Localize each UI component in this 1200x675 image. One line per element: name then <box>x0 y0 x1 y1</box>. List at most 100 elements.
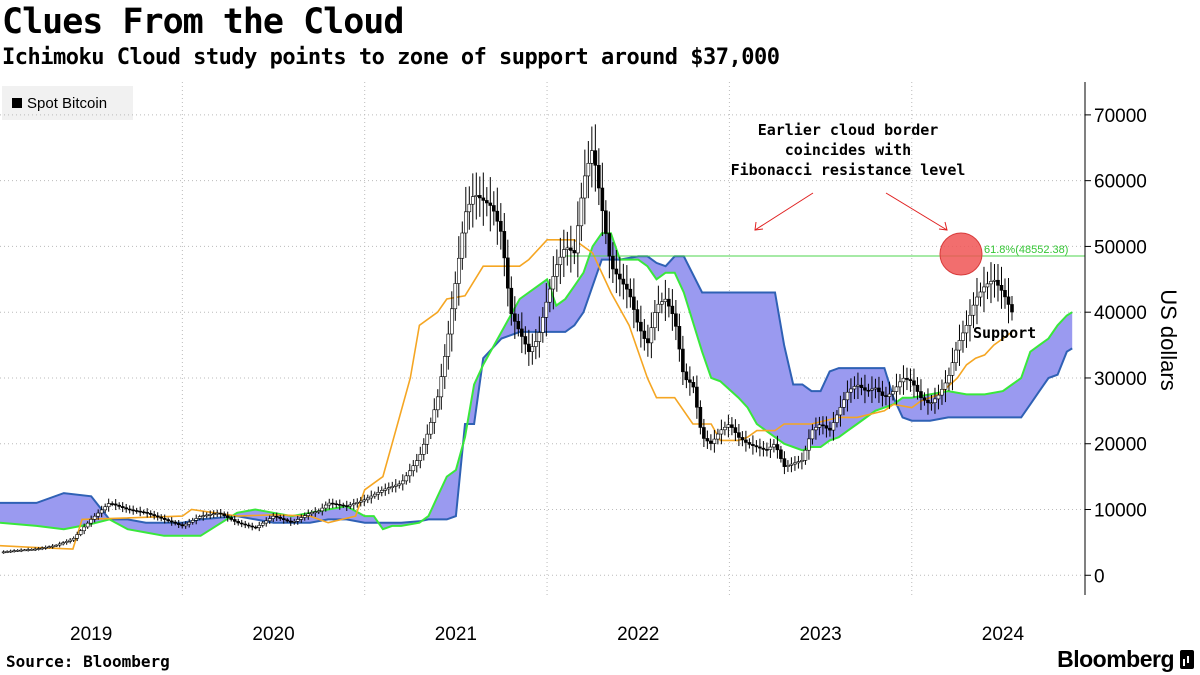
annotation-arrowhead-left <box>754 221 764 231</box>
candle-body <box>337 504 342 506</box>
candle-body <box>404 475 409 482</box>
candle-body <box>709 440 713 444</box>
candle-body <box>460 232 465 259</box>
candle-body <box>29 549 34 551</box>
candle-body <box>887 393 892 397</box>
candle-body <box>379 490 384 493</box>
candle-body <box>744 439 748 443</box>
candle-body <box>884 395 888 397</box>
candle-body <box>355 502 360 504</box>
candle-body <box>765 449 769 451</box>
candle-body <box>169 520 174 523</box>
annotation-arrow-right <box>885 192 948 231</box>
candle-body <box>838 407 843 416</box>
candle-body <box>915 384 920 392</box>
candle-body <box>127 508 132 511</box>
candle-body <box>439 376 444 398</box>
x-tick-label: 2022 <box>617 624 659 645</box>
note-line-3: Fibonacci resistance level <box>731 161 966 179</box>
annotation-arrow-left <box>754 192 814 231</box>
candle-body <box>285 519 290 522</box>
candle-body <box>541 317 545 333</box>
candle-body <box>600 187 605 212</box>
candle-body <box>145 512 149 514</box>
candle-body <box>1010 304 1014 313</box>
candle-body <box>670 305 675 315</box>
candle-body <box>148 512 153 515</box>
y-tick-label: 10000 <box>1094 501 1147 522</box>
candle-body <box>859 384 864 388</box>
legend: Spot Bitcoin <box>2 86 133 120</box>
candle-body <box>414 460 419 467</box>
candle-body <box>579 197 584 227</box>
candle-body <box>421 443 426 455</box>
candle-body <box>449 308 454 335</box>
candle-body <box>723 426 727 431</box>
candle-body <box>880 391 885 396</box>
candle-body <box>236 521 241 524</box>
candle-body <box>989 281 993 285</box>
candle-body <box>814 427 818 431</box>
orange-indicator-line <box>0 239 1013 550</box>
candle-body <box>632 296 636 310</box>
candle-body <box>642 330 647 339</box>
candle-body <box>400 480 405 485</box>
candle-body <box>635 309 640 323</box>
candle-body <box>453 283 458 310</box>
candle-body <box>456 257 461 284</box>
candle-body <box>625 283 629 290</box>
candle-body <box>656 303 661 313</box>
candle-body <box>253 526 258 529</box>
candle-body <box>383 488 388 491</box>
candle-body <box>968 314 972 326</box>
candle-body <box>442 356 447 377</box>
candle-body <box>110 503 114 505</box>
candle-body <box>271 515 276 519</box>
candle-body <box>194 518 199 521</box>
annotation-arrowhead-right <box>938 221 948 231</box>
candle-body <box>667 298 671 307</box>
candle-body <box>502 231 507 259</box>
candle-body <box>141 511 146 514</box>
candle-body <box>751 444 755 446</box>
candle-body <box>926 399 930 404</box>
candle-body <box>653 312 657 329</box>
candle-body <box>218 512 223 515</box>
candle-body <box>891 391 895 395</box>
price-candles <box>1 124 1014 554</box>
candle-body <box>933 398 937 403</box>
candle-body <box>537 332 542 342</box>
candle-body <box>747 442 752 445</box>
candle-body <box>901 377 906 383</box>
candle-body <box>250 525 255 528</box>
candle-body <box>432 409 437 423</box>
candle-body <box>957 340 962 351</box>
candle-body <box>618 273 622 280</box>
candle-body <box>15 550 20 552</box>
candle-body <box>204 514 209 517</box>
candle-body <box>471 196 475 205</box>
candle-body <box>57 543 62 546</box>
candle-body <box>166 519 171 522</box>
candle-body <box>257 525 262 528</box>
candle-body <box>131 509 135 512</box>
candle-body <box>534 341 538 347</box>
candle-body <box>152 514 156 517</box>
candle-body <box>628 288 633 298</box>
candle-body <box>800 460 804 462</box>
candle-body <box>239 522 244 525</box>
brand-logo: Bloomberg <box>1057 646 1174 672</box>
candle-body <box>190 520 195 523</box>
candle-body <box>50 545 55 548</box>
candle-body <box>793 462 797 465</box>
candle-body <box>516 321 521 330</box>
candle-body <box>351 503 356 506</box>
candle-body <box>499 220 503 232</box>
candle-body <box>362 499 367 502</box>
candle-body <box>604 210 608 234</box>
candle-body <box>674 313 678 327</box>
candle-body <box>229 517 234 520</box>
candle-body <box>327 502 332 506</box>
candle-body <box>821 424 825 427</box>
candle-body <box>520 328 524 337</box>
